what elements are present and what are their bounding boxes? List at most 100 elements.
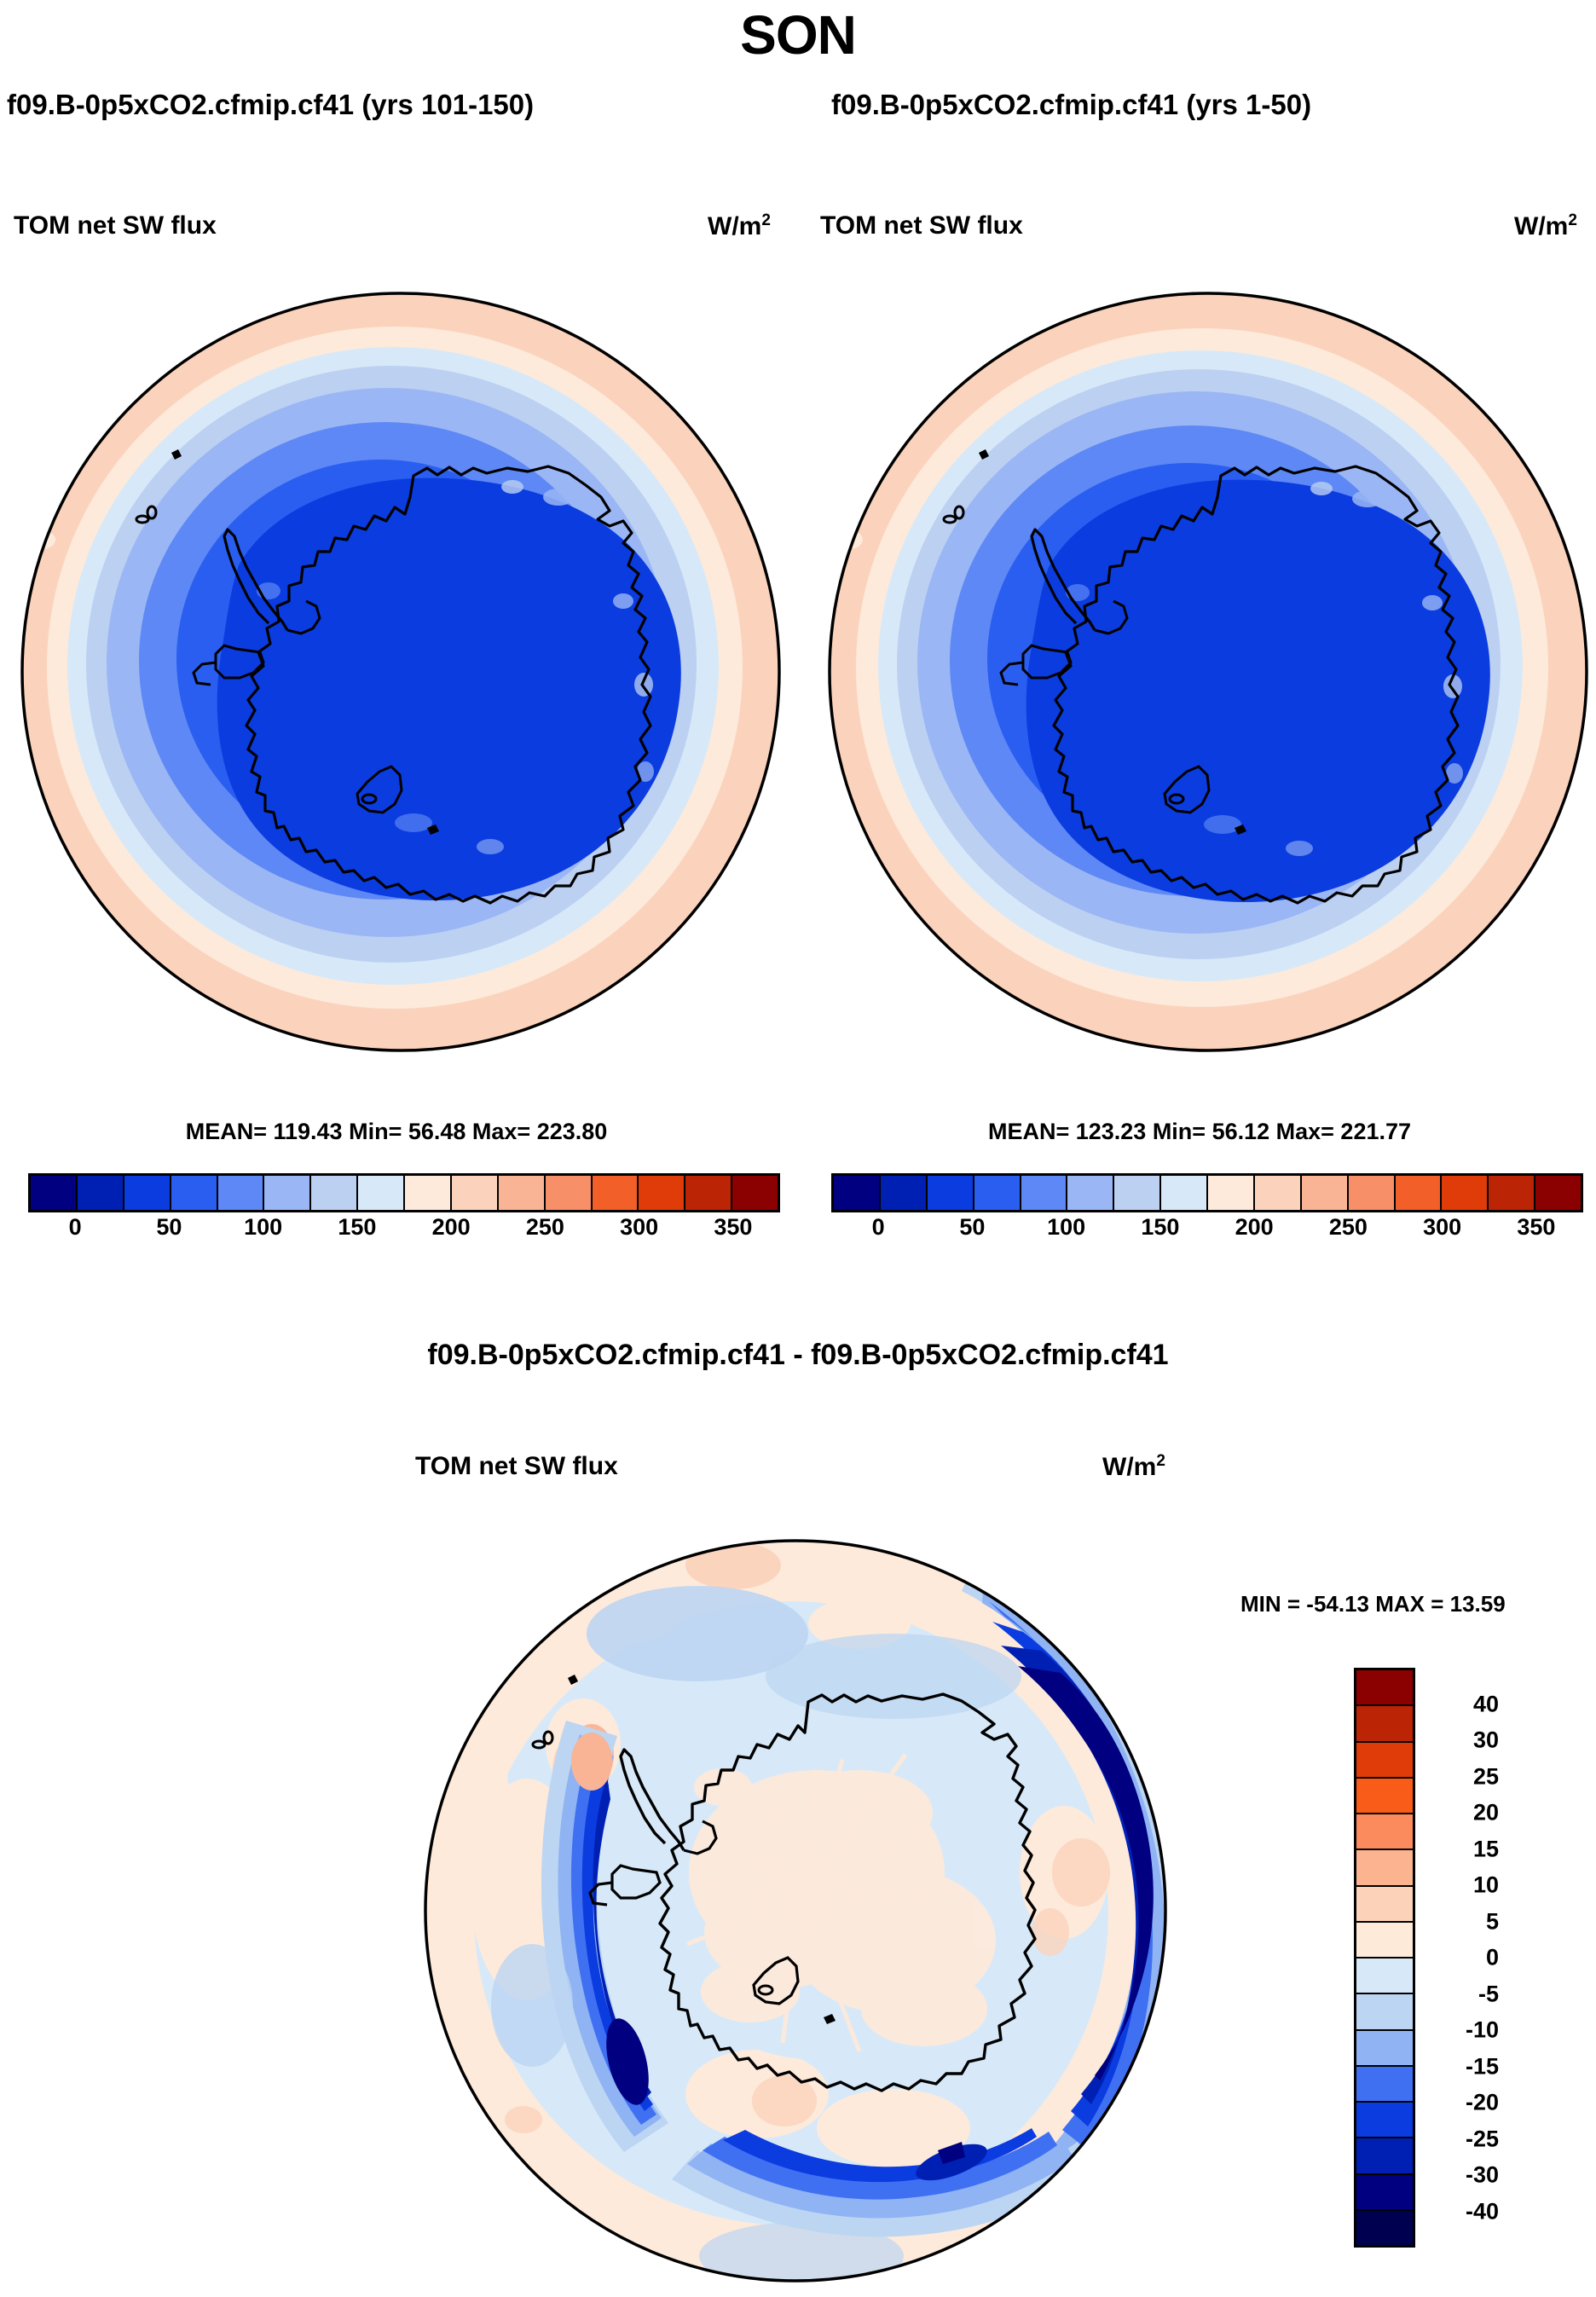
left-colorbar-tick: 150 — [338, 1214, 377, 1240]
page-title: SON — [740, 4, 857, 66]
left-colorbar-segment — [124, 1176, 171, 1210]
difference-colorbar-tick: 30 — [1472, 1727, 1499, 1753]
right-colorbar-segment — [974, 1176, 1021, 1210]
difference-polar-map — [416, 1531, 1175, 2290]
right-panel-field-label: TOM net SW flux — [820, 211, 1023, 240]
left-colorbar-segment — [545, 1176, 593, 1210]
left-colorbar-segment — [451, 1176, 499, 1210]
difference-colorbar-tick: -40 — [1465, 2198, 1499, 2224]
difference-minmax-label: MIN = -54.13 MAX = 13.59 — [1240, 1591, 1506, 1617]
right-colorbar-segment — [1395, 1176, 1443, 1210]
left-colorbar-segment — [592, 1176, 639, 1210]
right-colorbar-segment — [1067, 1176, 1115, 1210]
right-colorbar-tick: 350 — [1517, 1214, 1556, 1240]
right-colorbar-segment — [1254, 1176, 1302, 1210]
difference-colorbar-segment — [1356, 1670, 1413, 1707]
left-colorbar-segment — [171, 1176, 218, 1210]
left-panel-case-title: f09.B-0p5xCO2.cfmip.cf41 (yrs 101-150) — [7, 89, 535, 120]
difference-colorbar-segment — [1356, 2210, 1413, 2245]
difference-colorbar-segment — [1356, 2030, 1413, 2067]
left-panel-units: W/m2 — [708, 211, 771, 241]
right-colorbar-tick: 300 — [1423, 1214, 1462, 1240]
right-colorbar-ticks: 0 50 100 150 200 250 300 350 — [831, 1214, 1583, 1252]
right-colorbar-segment — [1489, 1176, 1536, 1210]
difference-colorbar-tick: 20 — [1472, 1799, 1499, 1825]
left-colorbar — [28, 1173, 780, 1212]
right-colorbar-tick: 200 — [1235, 1214, 1274, 1240]
difference-colorbar-segment — [1356, 1778, 1413, 1814]
right-colorbar-tick: 0 — [871, 1214, 885, 1240]
left-colorbar-tick: 0 — [68, 1214, 82, 1240]
difference-colorbar-segment — [1356, 2138, 1413, 2175]
difference-colorbar-segment — [1356, 1922, 1413, 1959]
left-colorbar-segment — [498, 1176, 546, 1210]
left-colorbar-segment — [358, 1176, 405, 1210]
left-colorbar-ticks: 0 50 100 150 200 250 300 350 — [28, 1214, 780, 1252]
left-panel-field-label: TOM net SW flux — [14, 211, 217, 240]
left-colorbar-segment — [264, 1176, 312, 1210]
difference-panel-case-title: f09.B-0p5xCO2.cfmip.cf41 - f09.B-0p5xCO2… — [427, 1339, 1169, 1371]
difference-colorbar-segment — [1356, 2174, 1413, 2211]
left-polar-map — [13, 284, 789, 1060]
right-panel-units: W/m2 — [1514, 211, 1577, 241]
difference-colorbar — [1354, 1668, 1415, 2248]
difference-colorbar-tick: 5 — [1485, 1908, 1499, 1934]
left-colorbar-segment — [217, 1176, 265, 1210]
right-colorbar-tick: 250 — [1328, 1214, 1368, 1240]
difference-colorbar-tick: -10 — [1465, 2016, 1499, 2043]
right-panel-case-title: f09.B-0p5xCO2.cfmip.cf41 (yrs 1-50) — [831, 89, 1312, 120]
difference-colorbar-tick: 40 — [1472, 1691, 1499, 1716]
right-panel-units-text: W/m — [1514, 212, 1569, 240]
left-colorbar-segment — [685, 1176, 733, 1210]
right-colorbar-segment — [1161, 1176, 1208, 1210]
difference-colorbar-segment — [1356, 2103, 1413, 2139]
difference-colorbar-segment — [1356, 1959, 1413, 1995]
difference-colorbar-tick: -30 — [1465, 2161, 1499, 2188]
left-colorbar-tick: 50 — [156, 1214, 182, 1240]
left-panel-units-exponent: 2 — [761, 211, 771, 229]
difference-panel-units: W/m2 — [1102, 1452, 1165, 1482]
difference-panel-units-text: W/m — [1102, 1453, 1157, 1481]
left-colorbar-segment — [311, 1176, 359, 1210]
right-colorbar-segment — [1535, 1176, 1581, 1210]
difference-colorbar-segment — [1356, 1706, 1413, 1743]
left-panel-stats: MEAN= 119.43 Min= 56.48 Max= 223.80 — [185, 1119, 608, 1144]
right-panel-stats: MEAN= 123.23 Min= 56.12 Max= 221.77 — [987, 1119, 1412, 1144]
difference-colorbar-segment — [1356, 1850, 1413, 1887]
left-colorbar-tick: 350 — [714, 1214, 753, 1240]
right-colorbar-tick: 50 — [959, 1214, 986, 1240]
difference-colorbar-segment — [1356, 1814, 1413, 1851]
right-colorbar-segment — [1301, 1176, 1349, 1210]
right-colorbar-segment — [880, 1176, 928, 1210]
difference-colorbar-labels: 40 30 25 20 15 10 5 0 -5 -10 -15 -20 -25 -30 -40 — [1425, 1668, 1596, 2248]
right-colorbar-segment — [1442, 1176, 1489, 1210]
left-colorbar-segment — [639, 1176, 686, 1210]
left-colorbar-tick: 300 — [620, 1214, 659, 1240]
left-colorbar-tick: 200 — [431, 1214, 471, 1240]
right-colorbar — [831, 1173, 1583, 1212]
difference-colorbar-tick: 15 — [1472, 1836, 1499, 1861]
right-colorbar-segment — [1208, 1176, 1255, 1210]
difference-colorbar-tick: 0 — [1485, 1944, 1499, 1970]
difference-colorbar-tick: -20 — [1465, 2089, 1499, 2115]
difference-colorbar-tick: -25 — [1465, 2126, 1499, 2151]
difference-colorbar-tick: -5 — [1477, 1981, 1499, 2006]
right-colorbar-tick: 150 — [1141, 1214, 1180, 1240]
left-colorbar-segment — [732, 1176, 778, 1210]
right-colorbar-segment — [927, 1176, 974, 1210]
right-colorbar-segment — [1114, 1176, 1162, 1210]
difference-colorbar-segment — [1356, 2066, 1413, 2103]
difference-panel-units-exponent: 2 — [1156, 1452, 1165, 1470]
left-panel-units-text: W/m — [708, 212, 762, 240]
left-colorbar-tick: 250 — [525, 1214, 564, 1240]
left-colorbar-tick: 100 — [244, 1214, 283, 1240]
left-colorbar-segment — [77, 1176, 124, 1210]
difference-colorbar-segment — [1356, 1886, 1413, 1923]
difference-colorbar-tick: -15 — [1465, 2053, 1499, 2079]
difference-panel-field-label: TOM net SW flux — [415, 1452, 618, 1480]
right-colorbar-segment — [834, 1176, 881, 1210]
difference-colorbar-segment — [1356, 1994, 1413, 2031]
difference-colorbar-segment — [1356, 1742, 1413, 1779]
difference-colorbar-tick: 25 — [1472, 1763, 1499, 1789]
difference-colorbar-tick: 10 — [1472, 1872, 1499, 1898]
